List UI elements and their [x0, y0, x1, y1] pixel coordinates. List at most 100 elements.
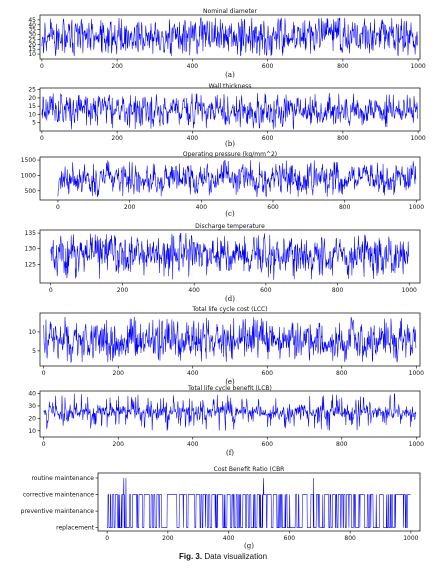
chart-title-g: Cost Benefit Ratio (CBR [214, 466, 285, 473]
y-tick-label-a: 20 [28, 41, 36, 48]
chart-title-f: Total life cycle benefit (LCB) [187, 385, 272, 392]
panel-label-c: (c) [225, 210, 235, 218]
y-tick-label-e: 10 [28, 329, 36, 336]
y-tick-label-b: 15 [28, 103, 36, 110]
chart-title-b: Wall thickness [209, 83, 252, 90]
x-tick-label-e: 1000 [409, 370, 424, 377]
y-tick-label-a: 45 [28, 17, 36, 24]
x-tick-label-f: 800 [336, 441, 348, 448]
x-tick-label-a: 600 [262, 63, 274, 70]
y-tick-label-b: 20 [28, 95, 36, 102]
x-tick-label-g: 1000 [403, 535, 418, 542]
x-tick-label-b: 400 [187, 135, 199, 142]
x-tick-label-a: 0 [40, 63, 44, 70]
series-line-b [41, 92, 419, 130]
y-tick-label-f: 40 [28, 390, 36, 397]
panel-label-a: (a) [225, 71, 235, 79]
x-tick-label-c: 200 [124, 204, 136, 211]
x-tick-label-g: 0 [105, 535, 109, 542]
x-tick-label-e: 400 [187, 370, 199, 377]
x-tick-label-e: 600 [262, 370, 274, 377]
x-tick-label-c: 800 [339, 204, 351, 211]
axes-frame-a [39, 14, 421, 60]
y-tick-label-b: 25 [28, 87, 36, 94]
y-tick-label-d: 125 [25, 261, 37, 268]
x-tick-label-e: 0 [42, 370, 46, 377]
x-tick-label-b: 0 [40, 135, 44, 142]
series-line-g [107, 477, 411, 528]
series-line-f [43, 392, 417, 431]
chart-title-a: Nominal diameter [203, 8, 257, 15]
y-tick-label-f: 10 [28, 428, 36, 435]
panel-label-b: (b) [225, 140, 235, 148]
axes-frame-c [39, 156, 421, 201]
x-tick-label-g: 600 [284, 535, 296, 542]
axes-frame-b [39, 87, 421, 132]
y-tick-label-b: 10 [28, 111, 36, 118]
x-tick-label-d: 1000 [402, 287, 417, 294]
series-line-a [41, 17, 419, 57]
y-tick-label-a: 15 [28, 46, 36, 53]
x-tick-label-g: 200 [162, 535, 174, 542]
panel-g: Cost Benefit Ratio (CBR 0 200 400 600 800 1000… [21, 466, 421, 550]
series-line-d [50, 232, 410, 280]
chart-title-c: Operating pressure (kg/mm^2) [183, 151, 277, 158]
series-line-e [43, 316, 417, 363]
x-tick-label-a: 800 [337, 63, 349, 70]
panel-label-g: (g) [244, 542, 254, 550]
y-tick-label-c: 500 [25, 188, 37, 195]
y-tick-label-f: 20 [28, 415, 36, 422]
chart-title-d: Discharge temperature [195, 223, 265, 230]
figure-caption: Fig. 3. Data visualization [0, 552, 446, 561]
y-tick-label-g: preventive maintenance [21, 508, 95, 515]
axes-frame-g [97, 472, 421, 532]
panel-label-e: (e) [225, 378, 235, 386]
x-tick-label-f: 1000 [409, 441, 424, 448]
x-tick-label-b: 200 [111, 135, 123, 142]
y-tick-label-c: 1000 [21, 172, 36, 179]
y-tick-label-d: 130 [25, 246, 37, 253]
x-tick-label-f: 0 [42, 441, 46, 448]
x-tick-label-e: 200 [113, 370, 125, 377]
y-tick-label-g: routine maintenance [31, 475, 94, 482]
y-tick-label-g: corrective maintenance [23, 492, 94, 499]
caption-label: Fig. 3. [178, 552, 203, 561]
y-tick-label-a: 40 [28, 22, 36, 29]
x-tick-label-c: 400 [196, 204, 208, 211]
y-tick-label-e: 5 [32, 348, 36, 355]
x-tick-label-c: 0 [56, 204, 60, 211]
chart-title-e: Total life cycle cost (LCC) [191, 306, 267, 313]
panel-b: Wall thickness 0 200 400 600 800 1000 5 10152025… [28, 83, 426, 148]
caption-text: Data visualization [204, 552, 268, 561]
x-tick-label-d: 400 [188, 287, 200, 294]
x-tick-label-c: 1000 [409, 204, 424, 211]
x-tick-label-c: 600 [267, 204, 279, 211]
x-tick-label-d: 0 [49, 287, 53, 294]
y-tick-label-b: 5 [32, 120, 36, 127]
panel-label-d: (d) [225, 295, 235, 303]
panel-f: Total life cycle benefit (LCB) 0 200 400 600… [28, 385, 424, 457]
x-tick-label-d: 200 [117, 287, 129, 294]
x-tick-label-d: 600 [260, 287, 272, 294]
panel-a: Nominal diameter 0 200 400 600 800 1000 1015202… [28, 8, 426, 79]
axes-frame-f [39, 390, 421, 438]
x-tick-label-g: 400 [223, 535, 235, 542]
x-tick-label-b: 1000 [410, 135, 425, 142]
x-tick-label-d: 800 [332, 287, 344, 294]
x-tick-label-f: 600 [262, 441, 274, 448]
x-tick-label-e: 800 [336, 370, 348, 377]
x-tick-label-f: 400 [187, 441, 199, 448]
y-tick-label-c: 1500 [21, 157, 36, 164]
x-tick-label-a: 1000 [410, 63, 425, 70]
y-tick-label-f: 30 [28, 403, 36, 410]
y-tick-label-a: 35 [28, 27, 36, 34]
x-tick-label-f: 200 [113, 441, 125, 448]
series-line-c [57, 159, 417, 197]
y-tick-label-a: 10 [28, 51, 36, 58]
y-tick-label-a: 25 [28, 36, 36, 43]
panel-label-f: (f) [226, 449, 234, 457]
axes-frame-d [39, 229, 421, 284]
x-tick-label-g: 800 [344, 535, 356, 542]
y-tick-label-d: 135 [25, 230, 37, 237]
